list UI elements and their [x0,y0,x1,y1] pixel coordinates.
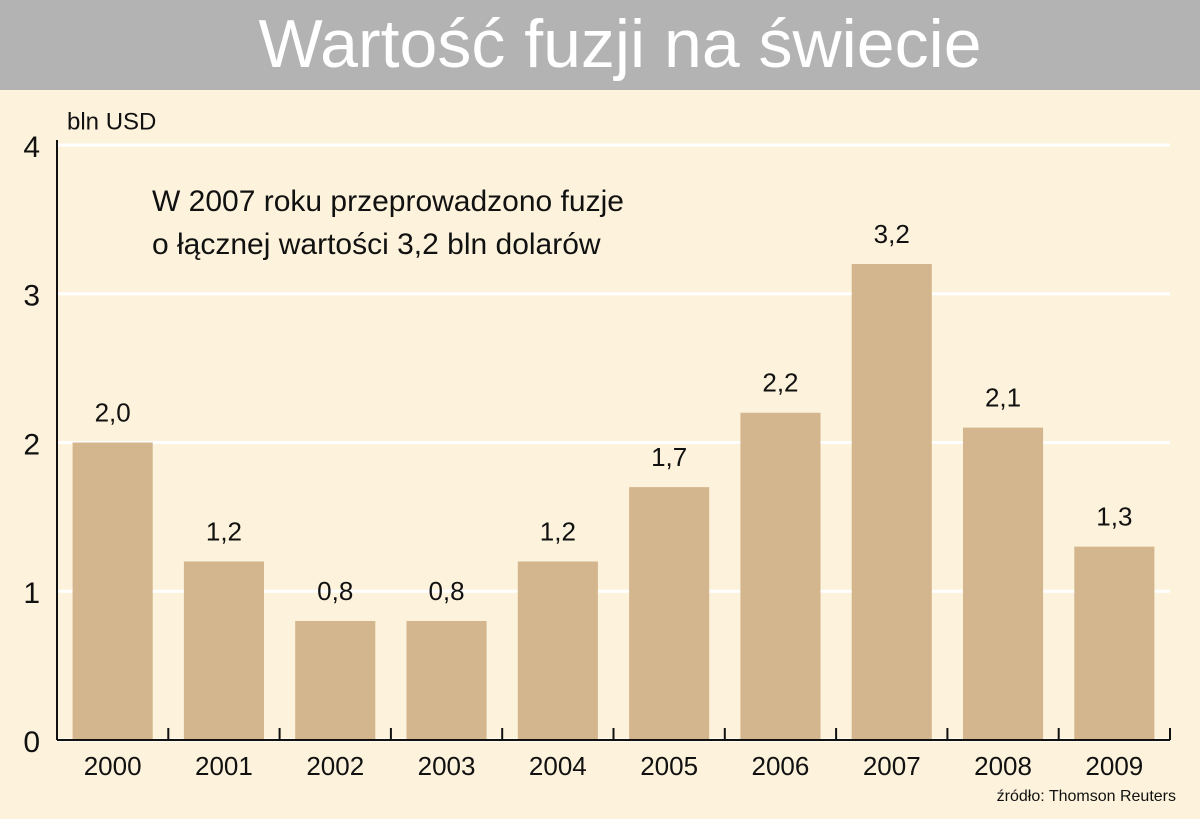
y-tick-label: 2 [23,428,40,461]
x-tick-label: 2000 [84,751,142,781]
bar [629,487,710,740]
x-tick-label: 2008 [974,751,1032,781]
y-tick-label: 3 [23,280,40,313]
value-label: 1,2 [540,516,576,546]
x-tick-label: 2003 [418,751,476,781]
x-tick-label: 2001 [195,751,253,781]
bar [1074,546,1155,740]
y-axis-label: bln USD [67,108,156,135]
y-tick-label: 0 [23,726,40,759]
x-tick-label: 2002 [306,751,364,781]
value-label: 2,1 [985,383,1021,413]
value-label: 3,2 [874,219,910,249]
chart-title: Wartość fuzji na świecie [258,6,981,82]
bar [517,561,598,740]
value-label: 0,8 [428,576,464,606]
x-tick-label: 2004 [529,751,587,781]
annotation: o łącznej wartości 3,2 bln dolarów [152,228,601,261]
bar [295,621,376,740]
value-label: 2,0 [95,397,131,427]
bar [406,621,487,740]
bar [851,264,932,740]
x-tick-label: 2007 [863,751,921,781]
value-label: 2,2 [762,368,798,398]
title-band [0,0,1200,90]
y-tick-label: 1 [23,577,40,610]
value-label: 1,7 [651,442,687,472]
y-tick-label: 4 [23,131,40,164]
value-label: 1,3 [1096,502,1132,532]
bar [183,561,265,740]
x-tick-label: 2005 [640,751,698,781]
x-tick-label: 2006 [752,751,810,781]
bar [962,427,1044,740]
annotation: W 2007 roku przeprowadzono fuzje [152,185,624,218]
value-label: 1,2 [206,516,242,546]
bar [72,442,153,740]
value-label: 0,8 [317,576,353,606]
x-tick-label: 2009 [1085,751,1143,781]
source: źródło: Thomson Reuters [997,788,1176,805]
bar [740,412,821,740]
